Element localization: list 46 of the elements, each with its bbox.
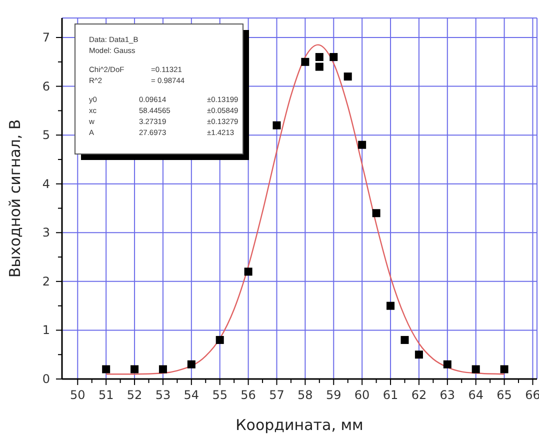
y-axis-title: Выходной сигнал, В	[6, 119, 24, 278]
point	[358, 140, 366, 149]
point	[372, 209, 380, 218]
x-tick-label: 60	[354, 388, 370, 402]
x-tick-label: 54	[184, 388, 200, 402]
x-tick-label: 55	[212, 388, 228, 402]
point	[315, 53, 324, 62]
x-tick-label: 51	[98, 388, 114, 402]
point	[187, 360, 196, 368]
point	[330, 53, 338, 62]
point	[414, 350, 423, 359]
point	[500, 365, 508, 374]
point	[158, 365, 167, 374]
y-tick-label: 5	[42, 128, 50, 142]
point	[272, 121, 281, 130]
x-tick-label: 53	[155, 388, 171, 402]
x-tick-label: 65	[496, 388, 512, 402]
y-tick-label: 2	[42, 274, 50, 288]
point	[130, 365, 139, 374]
point	[472, 365, 480, 374]
x-tick-label: 58	[298, 388, 313, 402]
point	[400, 336, 409, 344]
point	[301, 58, 310, 66]
x-tick-label: 59	[326, 388, 342, 402]
point	[443, 360, 452, 368]
x-tick-label: 56	[240, 388, 256, 402]
point	[386, 302, 395, 310]
point	[344, 72, 352, 81]
point	[102, 365, 110, 374]
x-tick-label: 52	[126, 388, 142, 402]
y-tick-label: 4	[42, 176, 50, 191]
x-tick-label: 61	[382, 388, 398, 402]
y-tick-label: 6	[42, 79, 50, 94]
x-tick-label: 62	[411, 388, 427, 402]
point	[216, 336, 224, 344]
x-axis-title: Координата, мм	[236, 416, 364, 434]
y-tick-label: 7	[42, 30, 50, 45]
y-tick-label: 1	[42, 323, 50, 338]
point	[315, 62, 324, 71]
y-tick-label: 3	[42, 226, 50, 240]
x-tick-label: 64	[468, 388, 484, 402]
x-tick-label: 63	[440, 388, 456, 402]
x-tick-label: 50	[70, 388, 86, 402]
y-tick-label: 0	[42, 372, 50, 386]
point	[244, 268, 252, 276]
x-tick-label: 57	[269, 388, 284, 402]
